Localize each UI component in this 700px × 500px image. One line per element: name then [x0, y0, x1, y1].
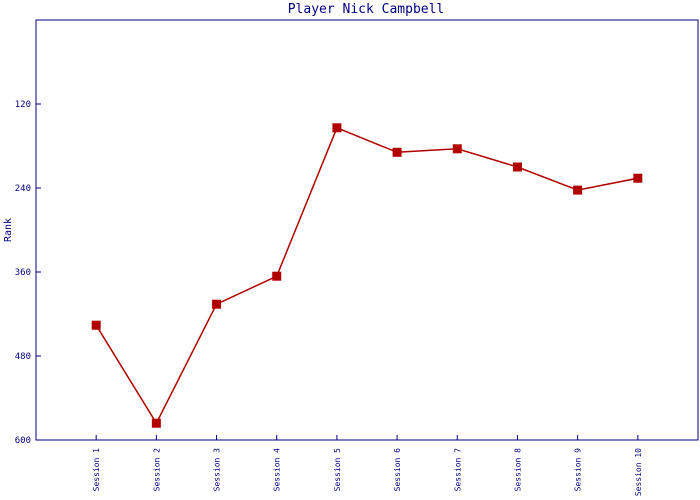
- y-tick-label: 480: [15, 352, 31, 362]
- y-tick-label: 120: [15, 100, 31, 110]
- y-tick-label: 360: [15, 268, 31, 278]
- x-tick-label: Session 1: [92, 448, 101, 492]
- y-axis-label: Rank: [3, 218, 14, 242]
- series-line: [95, 126, 638, 425]
- x-tick-label: Session 4: [273, 448, 282, 492]
- point-marker: [212, 299, 222, 309]
- chart-title: Player Nick Campbell: [288, 2, 445, 17]
- point-marker: [392, 147, 402, 157]
- point-marker: [332, 123, 342, 133]
- x-tick-label: Session 8: [513, 448, 522, 492]
- x-tick-label: Session 3: [213, 448, 222, 492]
- x-tick-label: Session 2: [152, 448, 161, 492]
- x-tick-label: Session 5: [333, 448, 342, 492]
- point-marker: [512, 162, 522, 172]
- point-marker: [272, 271, 282, 281]
- point-marker: [573, 185, 583, 195]
- point-marker: [452, 144, 462, 154]
- y-tick-label: 600: [15, 436, 31, 446]
- x-tick-label: Session 6: [393, 448, 402, 492]
- x-tick-label: Session 7: [453, 448, 462, 492]
- point-marker: [633, 173, 643, 183]
- point-marker: [91, 320, 101, 330]
- point-marker: [151, 418, 161, 428]
- x-tick-label: Session 9: [574, 448, 583, 492]
- x-tick-label: Session 10: [634, 448, 643, 496]
- plot-frame: [35, 19, 699, 441]
- y-tick-label: 240: [15, 184, 31, 194]
